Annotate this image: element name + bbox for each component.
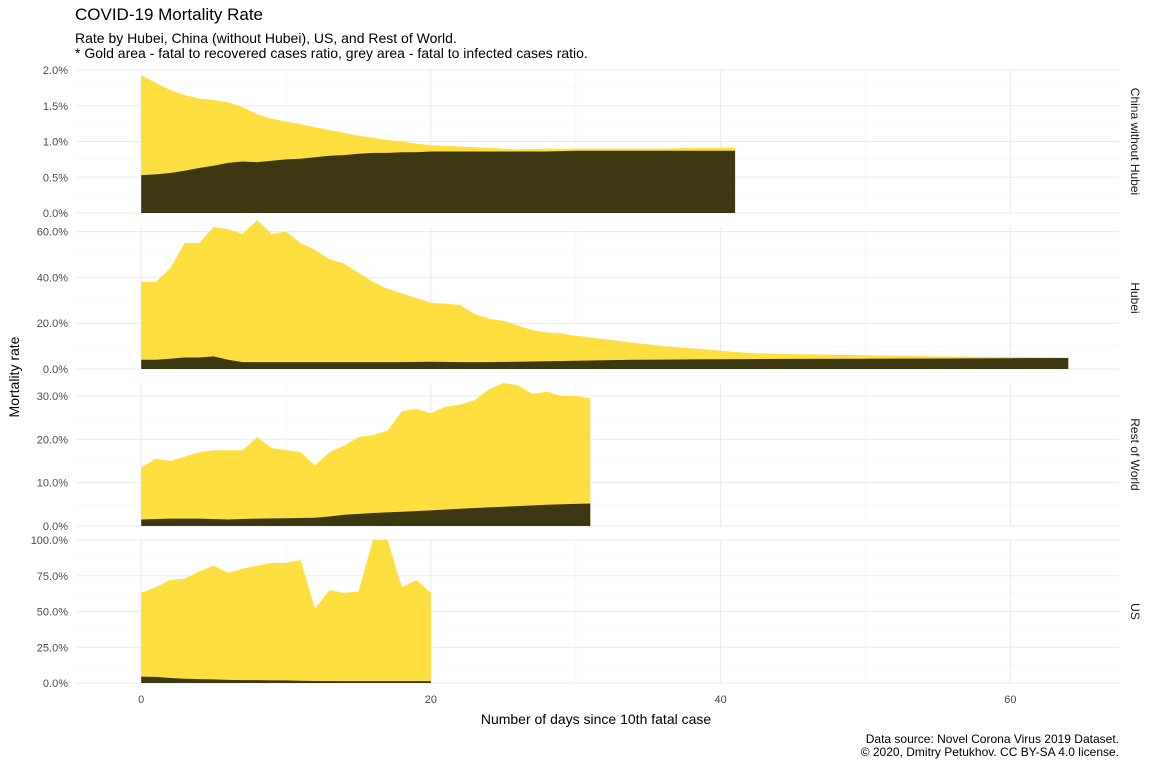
- y-tick-label: 1.0%: [43, 137, 68, 149]
- area-fatal-to-recovered: [141, 383, 591, 526]
- x-tick-label: 20: [425, 694, 437, 706]
- area-fatal-to-infected: [141, 150, 736, 213]
- facet-strip-label: China without Hubei: [1128, 88, 1142, 195]
- y-tick-label: 75.0%: [37, 571, 68, 583]
- y-tick-label: 60.0%: [37, 227, 68, 239]
- y-tick-label: 2.0%: [43, 65, 68, 77]
- chart-caption: Data source: Novel Corona Virus 2019 Dat…: [860, 732, 1119, 759]
- y-tick-label: 20.0%: [37, 318, 68, 330]
- facet-strip-label: Rest of World: [1128, 418, 1142, 490]
- y-tick-label: 0.0%: [43, 678, 68, 690]
- y-tick-label: 30.0%: [37, 391, 68, 403]
- y-tick-label: 20.0%: [37, 434, 68, 446]
- y-tick-label: 40.0%: [37, 272, 68, 284]
- facet-hubei: 0.0% 20.0% 40.0% 60.0% Hubei: [37, 220, 1142, 376]
- area-fatal-to-recovered: [141, 540, 431, 683]
- facet-strip-label: US: [1128, 603, 1142, 620]
- area-fatal-to-infected: [141, 503, 591, 526]
- x-tick-label: 0: [138, 694, 144, 706]
- y-tick-label: 0.5%: [43, 172, 68, 184]
- area-fatal-to-infected: [141, 356, 1069, 369]
- facet-us: 0.0% 25.0% 50.0% 75.0% 100.0% US: [31, 535, 1142, 690]
- x-tick-label: 60: [1004, 694, 1016, 706]
- y-tick-label: 100.0%: [31, 535, 69, 547]
- area-fatal-to-recovered: [141, 220, 1069, 369]
- x-tick-label: 40: [715, 694, 727, 706]
- area-fatal-to-infected: [141, 676, 431, 683]
- facet-china-without-hubei: 0.0% 0.5% 1.0% 1.5% 2.0% China without Hubei: [43, 65, 1142, 220]
- chart-subtitle: Rate by Hubei, China (without Hubei), US…: [75, 30, 588, 61]
- chart-title: COVID-19 Mortality Rate: [75, 5, 263, 24]
- x-axis: 0 20 40 60: [138, 694, 1016, 706]
- y-tick-label: 0.0%: [43, 208, 68, 220]
- y-tick-label: 10.0%: [37, 478, 68, 490]
- y-tick-label: 1.5%: [43, 101, 68, 113]
- facet-panels: 0.0%0.5%1.0%1.5%2.0%China without Hubei0…: [31, 65, 1142, 690]
- y-tick-label: 0.0%: [43, 364, 68, 376]
- y-tick-label: 25.0%: [37, 642, 68, 654]
- facet-strip-label: Hubei: [1128, 282, 1142, 313]
- y-tick-label: 50.0%: [37, 607, 68, 619]
- facet-rest-of-world: 0.0% 10.0% 20.0% 30.0% Rest of World: [37, 383, 1142, 533]
- y-axis-label: Mortality rate: [6, 336, 22, 417]
- y-tick-label: 0.0%: [43, 521, 68, 533]
- x-axis-label: Number of days since 10th fatal case: [481, 711, 712, 727]
